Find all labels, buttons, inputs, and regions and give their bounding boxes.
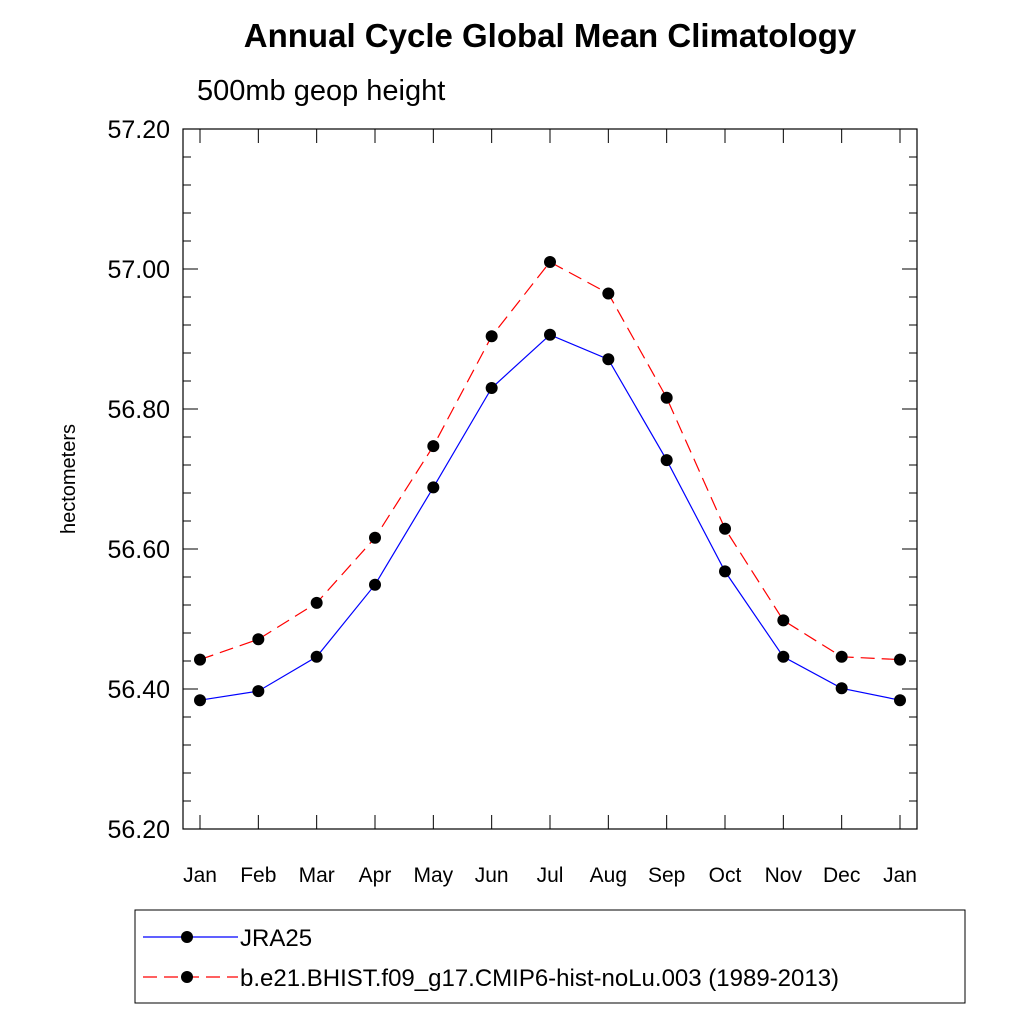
legend-marker-1	[181, 971, 193, 983]
series-1-point	[894, 653, 906, 666]
series-1-point	[660, 391, 673, 404]
series-1-point	[310, 596, 323, 609]
series-0-point	[835, 682, 848, 695]
series-1-point	[835, 650, 848, 663]
y-tick-label: 56.80	[107, 396, 170, 424]
y-tick-label: 56.20	[107, 816, 170, 844]
series-1-point	[252, 633, 265, 646]
x-tick-label: Sep	[648, 864, 685, 887]
series-1-point	[602, 287, 615, 300]
series-0-point	[777, 650, 790, 663]
series-1-point	[719, 522, 731, 535]
legend-label-1: b.e21.BHIST.f09_g17.CMIP6-hist-noLu.003 …	[240, 965, 839, 992]
legend: JRA25 b.e21.BHIST.f09_g17.CMIP6-hist-noLu…	[134, 909, 966, 1004]
plot-frame	[182, 128, 918, 830]
series-1-point	[369, 531, 381, 544]
x-tick-label: May	[413, 864, 453, 887]
x-tick-label: Jun	[475, 864, 509, 887]
series-1-point	[777, 614, 790, 627]
x-tick-label: Feb	[240, 864, 276, 887]
x-tick-label: Mar	[299, 864, 335, 887]
y-tick-label: 57.20	[107, 116, 170, 144]
series-0-point	[544, 328, 556, 341]
x-tick-label: Dec	[823, 864, 860, 887]
legend-marker-0	[181, 931, 193, 943]
axes-layer: Jan Feb Mar Apr May Jun Jul Aug Sep Oct Nov Dec Jan 5…	[107, 116, 918, 887]
chart-title: Annual Cycle Global Mean Climatology	[244, 17, 857, 54]
series-1-point	[194, 653, 206, 666]
y-axis-label: hectometers	[58, 424, 80, 534]
x-tick-label: Jan	[883, 864, 917, 887]
series-line-0	[199, 334, 901, 701]
series-0-point	[369, 578, 381, 591]
legend-box	[134, 909, 966, 1004]
y-tick-label: 56.60	[107, 536, 170, 564]
series-0-point	[194, 694, 206, 707]
legend-label-0: JRA25	[240, 925, 312, 952]
x-tick-label: Apr	[359, 864, 392, 887]
series-0-point	[427, 481, 440, 494]
series-0-point	[719, 565, 731, 578]
series-1-point	[485, 330, 498, 343]
series-1-point	[544, 256, 556, 268]
x-tick-label: Aug	[590, 864, 627, 887]
y-tick-label: 56.40	[107, 676, 170, 704]
series-layer	[194, 256, 906, 707]
series-0-point	[252, 685, 265, 698]
series-line-1	[199, 261, 901, 661]
y-tick-label: 57.00	[107, 256, 170, 284]
series-0-point	[602, 353, 615, 366]
series-0-point	[660, 454, 673, 467]
x-tick-label: Jan	[183, 864, 217, 887]
series-0-point	[310, 650, 323, 663]
x-tick-label: Nov	[765, 864, 803, 887]
series-0-point	[485, 382, 498, 394]
series-1-point	[427, 440, 440, 453]
chart-subtitle: 500mb geop height	[197, 75, 445, 107]
x-tick-label: Oct	[709, 864, 742, 887]
x-tick-label: Jul	[537, 864, 564, 887]
series-0-point	[894, 694, 906, 707]
